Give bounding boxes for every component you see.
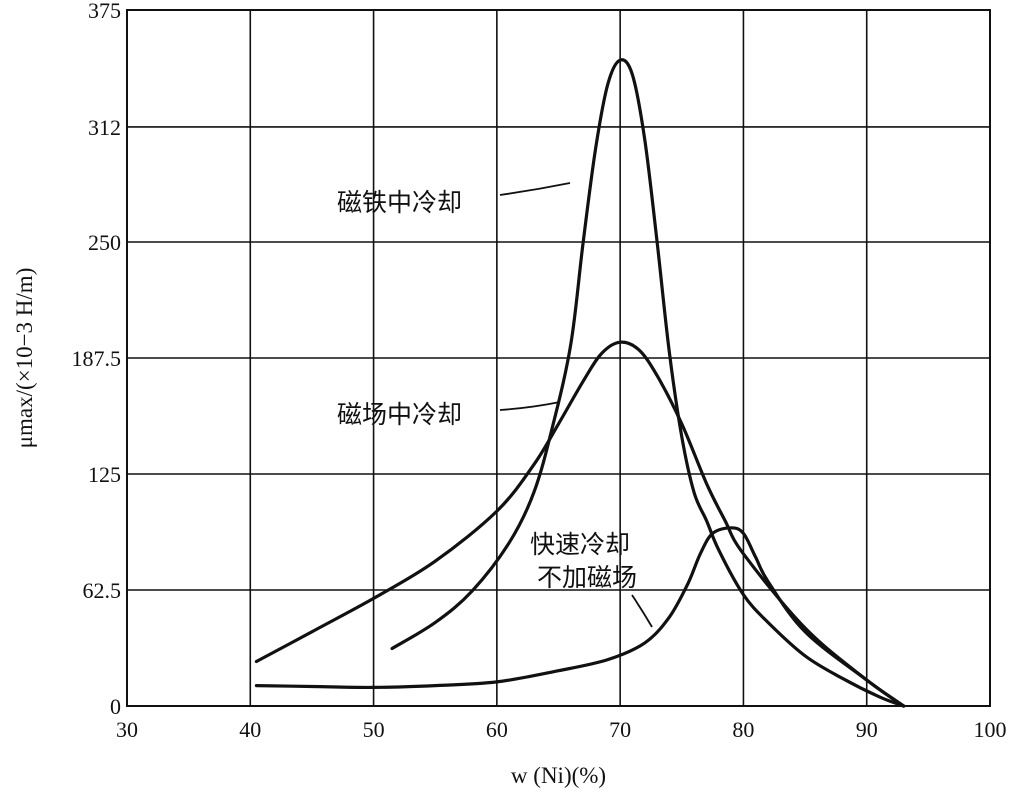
y-tick-label: 312 [88, 115, 121, 140]
x-tick-label: 100 [974, 717, 1007, 742]
x-axis-label: w (Ni)(%) [511, 763, 606, 788]
grid [126, 9, 991, 707]
x-tick-label: 60 [486, 717, 508, 742]
x-tick-label: 40 [239, 717, 261, 742]
curve-field-cooling [254, 340, 906, 708]
x-tick-labels: 30 40 50 60 70 80 90 100 [116, 717, 1007, 742]
leader-field-cooling [499, 401, 561, 411]
x-tick-label: 70 [609, 717, 631, 742]
x-tick-label: 90 [856, 717, 878, 742]
annotation-no-field: 不加磁场 [537, 563, 637, 592]
y-tick-label: 187.5 [72, 346, 122, 371]
y-tick-label: 62.5 [83, 578, 122, 603]
plot-frame [126, 9, 991, 707]
curve-rapid-cooling [254, 526, 906, 708]
x-tick-label: 80 [732, 717, 754, 742]
y-tick-label: 250 [88, 230, 121, 255]
annotation-field-cooling: 磁场中冷却 [337, 400, 462, 429]
y-tick-label: 375 [88, 0, 121, 23]
leader-rapid-cooling [631, 594, 653, 628]
annotation-leaders [499, 182, 653, 628]
y-axis-label: μmax/(×10−3 H/m) [12, 268, 37, 449]
y-tick-label: 125 [88, 462, 121, 487]
y-tick-labels: 0 62.5 125 187.5 250 312 375 [72, 0, 122, 719]
x-tick-label: 30 [116, 717, 138, 742]
y-tick-label: 0 [110, 694, 121, 719]
leader-magnet-cooling [499, 182, 571, 196]
curve-magnet-cooling [390, 58, 906, 708]
series-curves [254, 58, 906, 708]
x-tick-label: 50 [363, 717, 385, 742]
annotation-rapid-cooling: 快速冷却 [530, 530, 630, 559]
annotation-magnet-cooling: 磁铁中冷却 [337, 188, 462, 217]
